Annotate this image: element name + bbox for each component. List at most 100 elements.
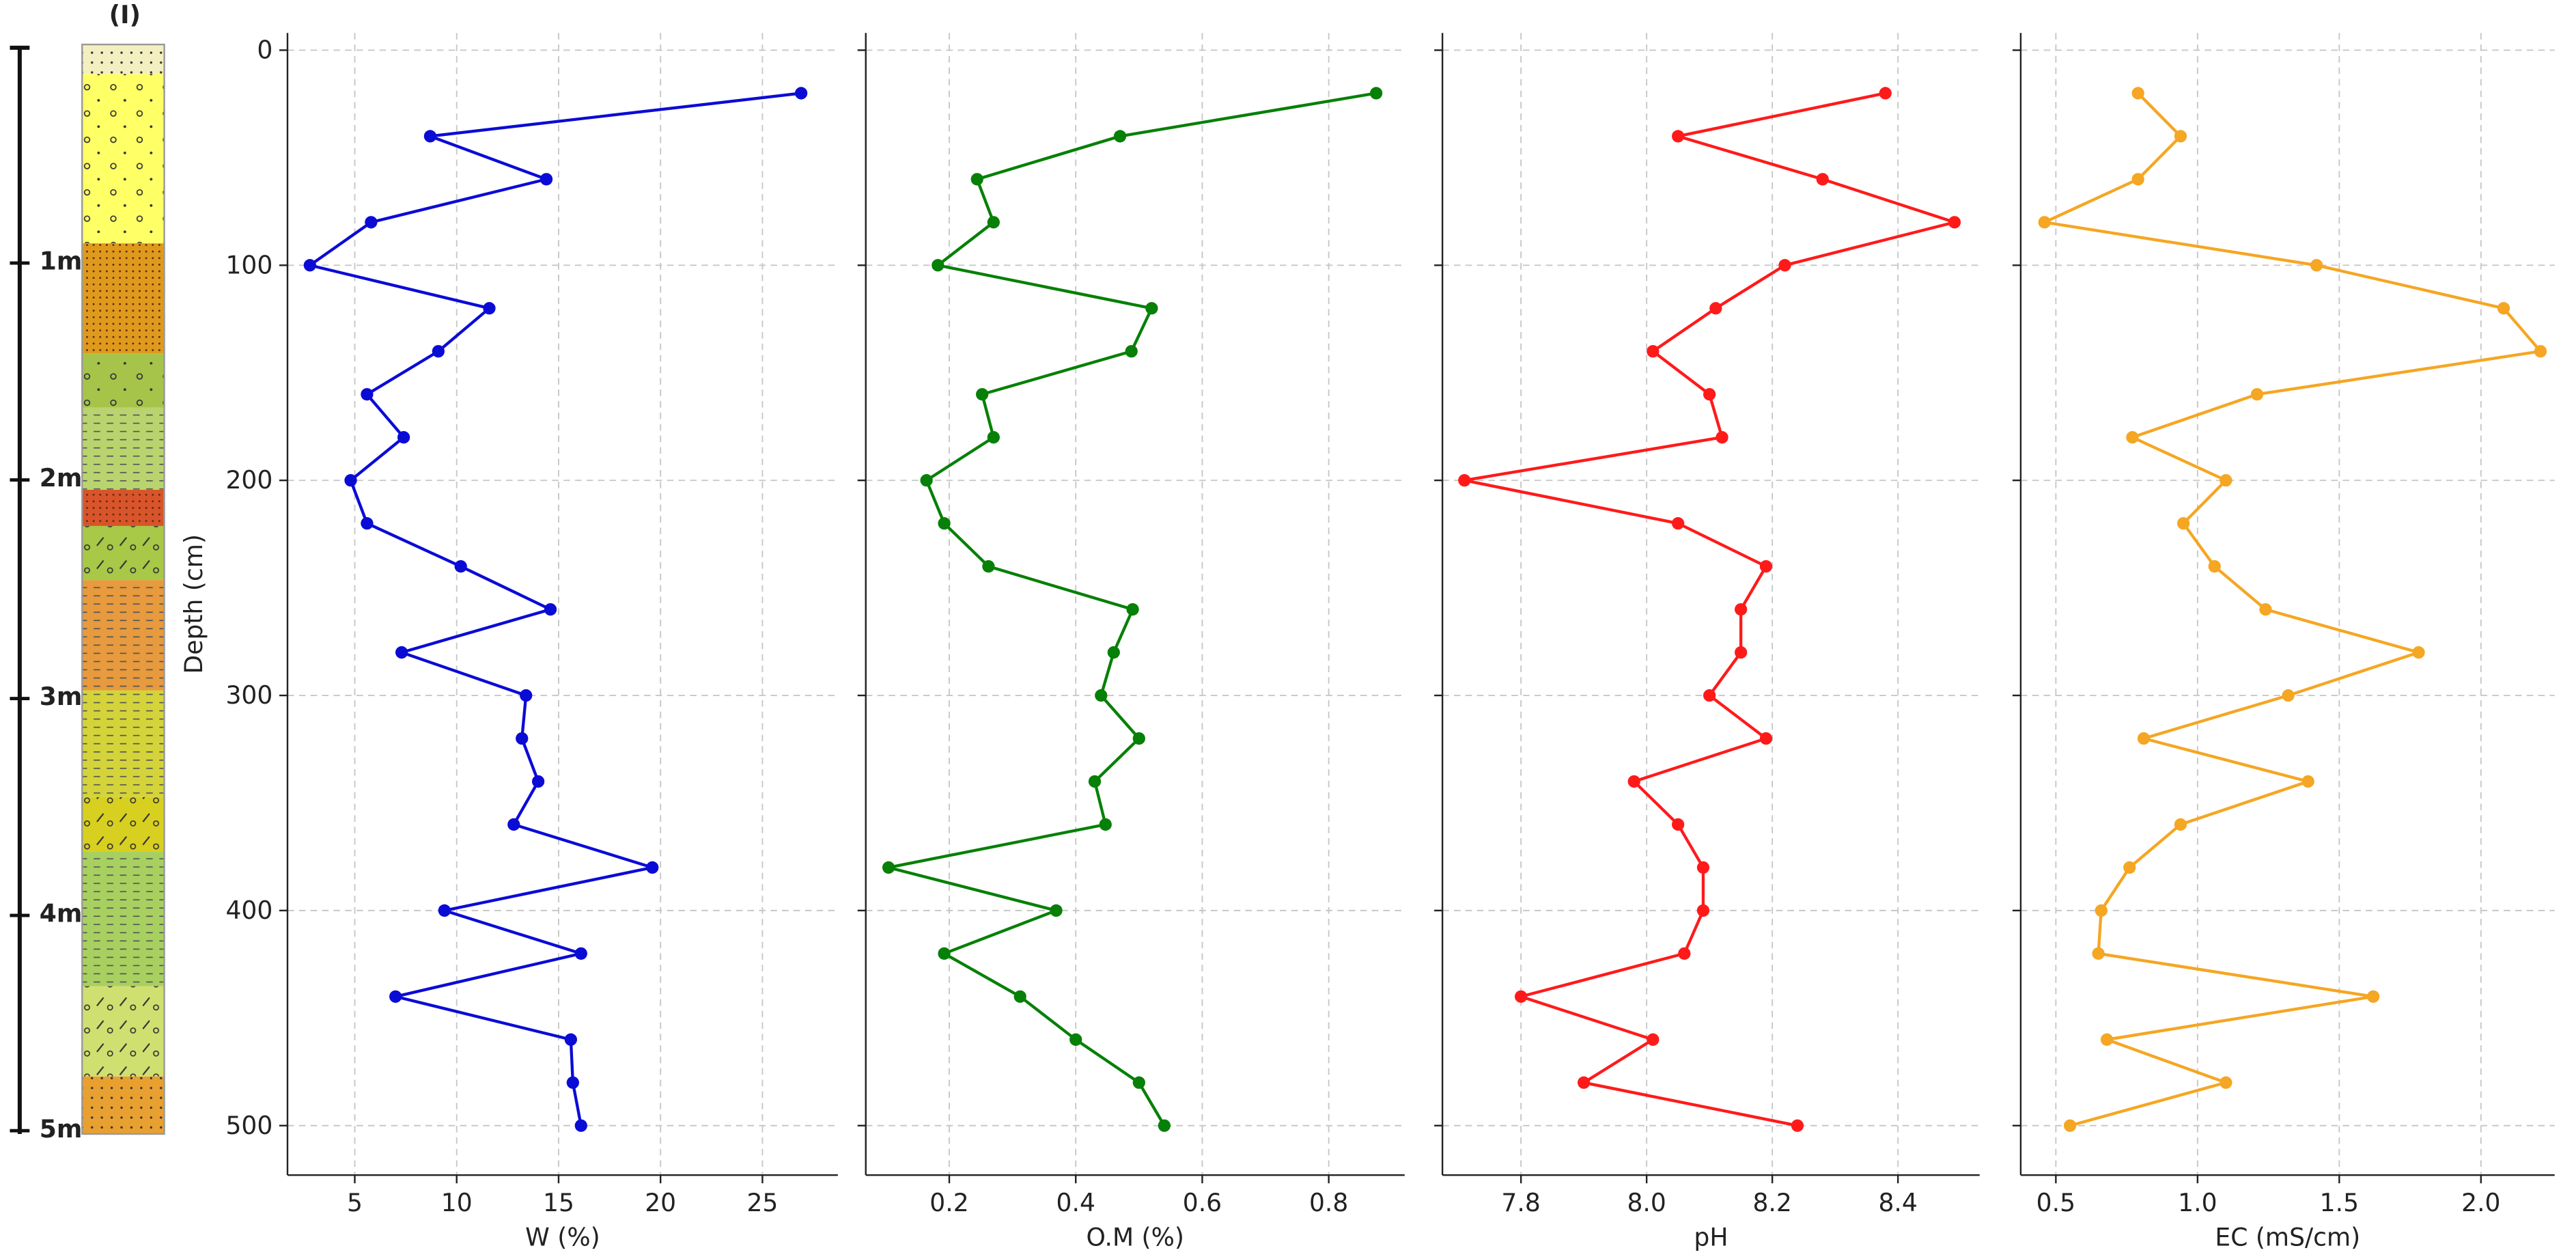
x-tick-label: 20 — [645, 1189, 676, 1217]
x-axis-label: pH — [1694, 1223, 1728, 1252]
data-point — [2250, 388, 2264, 401]
soil-layer-pattern — [82, 1076, 165, 1135]
soil-layer-pattern — [82, 851, 165, 986]
data-point — [1647, 345, 1660, 358]
soil-layer-pattern — [82, 44, 165, 74]
data-point — [1778, 259, 1791, 272]
soil-layer-pattern — [82, 353, 165, 408]
data-point — [2131, 87, 2144, 100]
y-tick-label: 0 — [257, 36, 272, 64]
data-point — [1696, 861, 1710, 874]
data-point — [970, 173, 983, 186]
data-point — [389, 990, 402, 1003]
x-tick-label: 0.6 — [1183, 1189, 1222, 1217]
soil-layer-pattern — [82, 407, 165, 490]
data-point — [1113, 130, 1127, 143]
data-point — [1125, 345, 1138, 358]
data-point — [2038, 216, 2051, 229]
data-point — [2220, 1076, 2232, 1089]
soil-layer-pattern — [82, 986, 165, 1077]
data-point — [2126, 431, 2139, 444]
data-point — [438, 904, 451, 917]
data-point — [507, 818, 520, 831]
data-point — [2123, 861, 2136, 874]
chart-panel: 0.5 1.0 1.5 2.0 EC (mS/cm) — [2012, 33, 2555, 1252]
data-point — [361, 388, 374, 401]
x-tick-label: 0.5 — [2036, 1189, 2075, 1217]
chart-panel: 0.2 0.4 0.6 0.8 O.M (%) — [857, 33, 1405, 1252]
data-point — [938, 516, 951, 530]
data-point — [987, 431, 1000, 444]
x-tick-label: 15 — [543, 1189, 574, 1217]
data-point — [1735, 603, 1748, 616]
data-point — [303, 259, 316, 272]
data-point — [1577, 1076, 1591, 1089]
data-point — [794, 87, 808, 100]
data-point — [920, 474, 933, 487]
data-point — [2208, 559, 2221, 573]
data-line — [2039, 92, 2544, 1127]
data-point — [540, 173, 553, 186]
data-point — [1088, 775, 1102, 788]
data-point — [531, 775, 545, 788]
data-point — [397, 431, 410, 444]
data-point — [1709, 302, 1722, 315]
data-point — [1050, 904, 1063, 917]
data-point — [1678, 947, 1691, 960]
x-axis-label: EC (mS/cm) — [2215, 1223, 2360, 1252]
data-point — [344, 474, 357, 487]
data-point — [566, 1076, 579, 1089]
soil-column: (I) 1m 2m 3m 4m 5m — [10, 1, 165, 1144]
x-tick-label: 8.0 — [1627, 1189, 1666, 1217]
data-point — [454, 559, 467, 573]
data-point — [1369, 87, 1383, 100]
data-point — [574, 1119, 587, 1132]
data-point — [361, 516, 374, 530]
data-point — [574, 947, 587, 960]
x-axis-label: W (%) — [525, 1223, 600, 1252]
data-point — [423, 130, 437, 143]
x-tick-label: 1.5 — [2320, 1189, 2359, 1217]
data-point — [1879, 87, 1892, 100]
data-point — [2176, 516, 2190, 530]
column-title: (I) — [109, 1, 141, 29]
x-tick-label: 8.4 — [1878, 1189, 1917, 1217]
soil-layer-pattern — [82, 797, 165, 852]
soil-layer-pattern — [82, 243, 165, 354]
data-point — [2063, 1119, 2077, 1132]
data-point — [365, 216, 378, 229]
data-point — [2412, 646, 2425, 659]
soil-layer-pattern — [82, 525, 165, 581]
data-point — [1672, 130, 1685, 143]
depth-label: 5m — [40, 1115, 83, 1144]
data-point — [1107, 646, 1120, 659]
x-tick-label: 0.8 — [1309, 1189, 1348, 1217]
data-point — [2137, 732, 2151, 745]
x-tick-label: 5 — [347, 1189, 363, 1217]
data-point — [938, 947, 951, 960]
data-point — [1948, 216, 1961, 229]
data-point — [2174, 130, 2187, 143]
y-tick-label: 100 — [225, 251, 272, 279]
y-axis-label: Depth (cm) — [180, 534, 208, 674]
data-point — [1703, 388, 1716, 401]
data-point — [1703, 689, 1716, 702]
data-point — [1013, 990, 1026, 1003]
soil-layer-pattern — [82, 490, 165, 526]
data-point — [432, 345, 445, 358]
chart-panel: 5 10 15 20 25 0 100 200 300 400 500 W (%) Depth (cm) — [180, 33, 838, 1252]
data-point — [1627, 775, 1640, 788]
data-point — [1145, 302, 1158, 315]
data-point — [1647, 1033, 1660, 1046]
data-point — [1514, 990, 1528, 1003]
soil-layer-pattern — [82, 580, 165, 691]
soil-layer-pattern — [82, 74, 165, 244]
soil-layer-pattern — [82, 690, 165, 797]
x-tick-label: 2.0 — [2461, 1189, 2500, 1217]
data-point — [987, 216, 1000, 229]
data-line — [1464, 92, 1960, 1127]
data-point — [1158, 1119, 1171, 1132]
data-point — [2174, 818, 2187, 831]
y-tick-label: 500 — [225, 1111, 272, 1140]
